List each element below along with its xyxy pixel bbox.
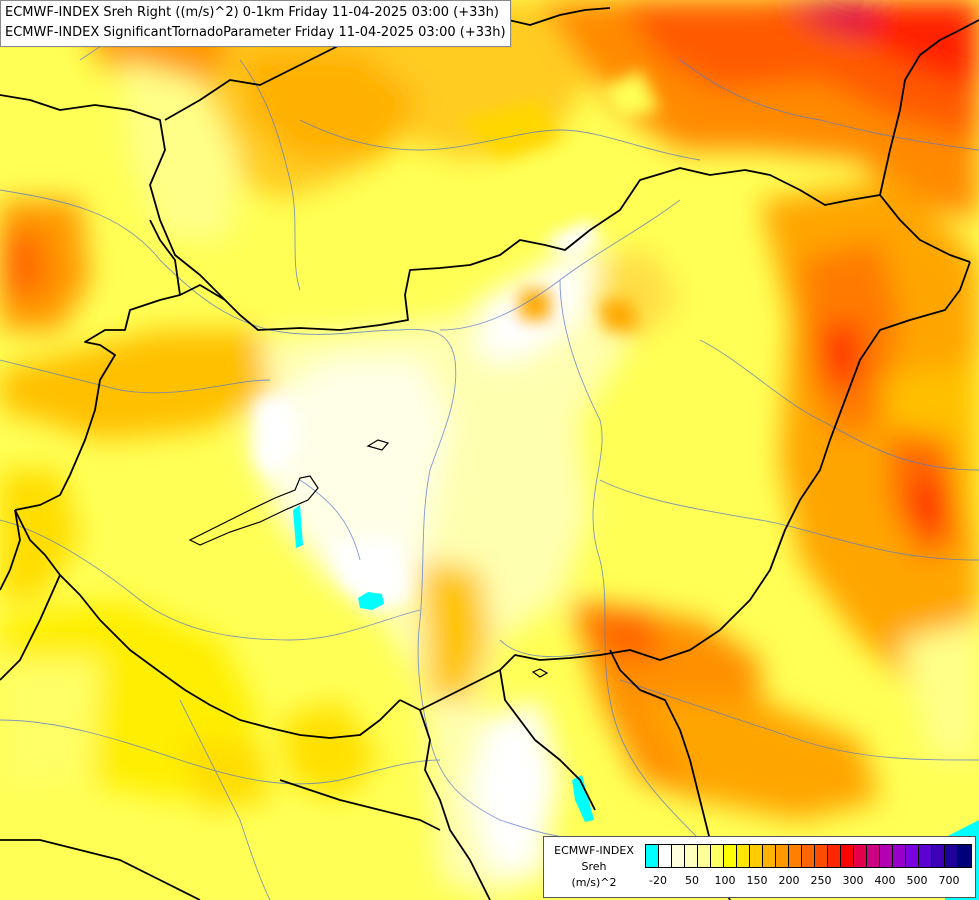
legend-swatch [893,845,906,867]
legend-tick-label: 150 [746,874,768,887]
legend-swatch [737,845,750,867]
legend-swatch [802,845,815,867]
legend-tick-label: 200 [778,874,800,887]
legend-swatch [906,845,919,867]
legend-tick-label: -20 [649,874,667,887]
legend-tick-label: 50 [685,874,699,887]
legend-swatch [711,845,724,867]
map-title: ECMWF-INDEX Sreh Right ((m/s)^2) 0-1km F… [0,0,511,47]
legend-swatch [724,845,737,867]
legend-swatch [854,845,867,867]
legend-swatch [932,845,945,867]
legend-tick-label: 400 [874,874,896,887]
legend-title-unit: (m/s)^2 [571,876,617,889]
legend-swatch [919,845,932,867]
lakes [188,439,549,678]
legend-tick-label: 300 [842,874,864,887]
country-borders [0,7,979,900]
legend-title-model: ECMWF-INDEX [554,844,634,857]
legend-tick-label: 700 [938,874,960,887]
legend-swatch [880,845,893,867]
legend-title-parameter: Sreh [581,860,607,873]
legend-swatch [659,845,672,867]
legend-color-scale [645,844,972,868]
legend-tick-labels: -20 50 100 150 200 250 300 400 500 700 [645,874,975,890]
legend-swatch [776,845,789,867]
legend-swatch [685,845,698,867]
legend-swatch [750,845,763,867]
legend-swatch [867,845,880,867]
legend-swatch [828,845,841,867]
legend-swatch [789,845,802,867]
title-line-stp: ECMWF-INDEX SignificantTornadoParameter … [5,25,506,40]
title-line-sreh: ECMWF-INDEX Sreh Right ((m/s)^2) 0-1km F… [5,5,499,20]
legend-tick-label: 100 [714,874,736,887]
legend-swatch [763,845,776,867]
legend-swatch [815,845,828,867]
legend-swatch [646,845,659,867]
legend-swatch [945,845,958,867]
sreh-field-detail [255,70,660,610]
legend-swatch [698,845,711,867]
legend-swatch [841,845,854,867]
legend-swatch [672,845,685,867]
legend-tick-label: 500 [906,874,928,887]
legend-title: ECMWF-INDEX Sreh (m/s)^2 [544,843,644,891]
legend-swatch [958,845,971,867]
color-legend: ECMWF-INDEX Sreh (m/s)^2 -20 50 100 150 200 2… [543,836,976,898]
legend-tick-label: 250 [810,874,832,887]
